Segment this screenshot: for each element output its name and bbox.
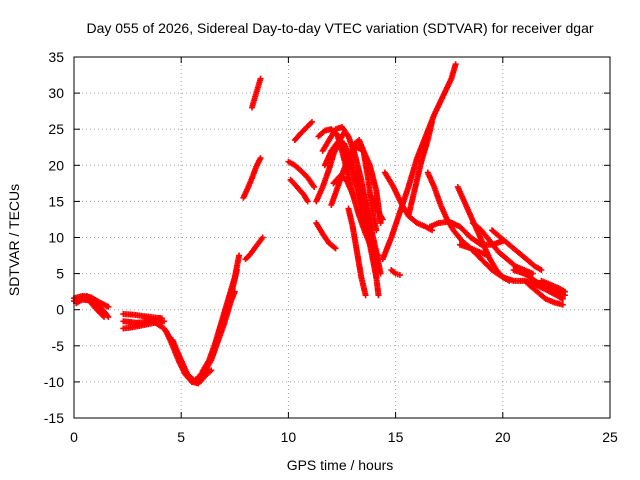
grid-layer: [74, 57, 610, 418]
y-tick-label: 10: [48, 230, 64, 246]
y-tick-label: 35: [48, 49, 64, 65]
series-arc-31: [388, 266, 403, 279]
data-point: [105, 303, 112, 310]
data-point: [429, 118, 436, 125]
series-arc-09: [169, 337, 210, 387]
series-arc-42: [525, 281, 566, 308]
y-tick-label: 30: [48, 85, 64, 101]
series-arc-34: [405, 118, 436, 219]
data-point: [257, 155, 264, 162]
y-tick-label: 15: [48, 193, 64, 209]
x-axis-label: GPS time / hours: [287, 457, 394, 473]
chart-title: Day 055 of 2026, Sidereal Day-to-day VTE…: [86, 20, 593, 36]
x-tick-label: 0: [70, 429, 78, 445]
series-arc-29: [354, 169, 384, 277]
data-point: [308, 118, 315, 125]
data-point: [396, 272, 403, 279]
series-arc-14: [242, 234, 266, 263]
x-tick-label: 15: [388, 429, 404, 445]
series-arc-30: [366, 191, 386, 223]
data-layer: [71, 61, 568, 387]
data-point: [349, 191, 356, 198]
series-arc-15: [248, 75, 264, 111]
y-tick-label: 20: [48, 157, 64, 173]
data-point: [208, 367, 215, 374]
series-arc-27: [345, 205, 369, 299]
data-point: [379, 216, 386, 223]
x-tick-label: 20: [495, 429, 511, 445]
data-point: [377, 270, 384, 277]
y-tick-label: -5: [52, 338, 65, 354]
series-arc-18: [287, 176, 311, 205]
series-arc-41: [510, 266, 568, 299]
series-arc-13: [240, 155, 264, 201]
series-arc-40: [456, 241, 566, 302]
series-arc-38: [469, 220, 536, 277]
data-point: [332, 245, 339, 252]
data-point: [259, 234, 266, 241]
series-arc-12: [199, 252, 243, 375]
data-point: [561, 288, 568, 295]
data-point: [538, 266, 545, 273]
data-point: [373, 227, 380, 234]
x-tick-label: 25: [602, 429, 618, 445]
data-point: [101, 313, 108, 320]
x-tick-label: 5: [177, 429, 185, 445]
x-tick-label: 10: [281, 429, 297, 445]
series-arc-03: [73, 296, 108, 320]
data-point: [377, 220, 384, 227]
data-point: [304, 198, 311, 205]
data-point: [311, 183, 318, 190]
tick-layer: 0 5 10 15 20 25 -15 -10 -5 0 5 10 15 20 25 30 35: [44, 49, 618, 445]
data-point: [452, 61, 459, 68]
series-arc-28: [334, 133, 356, 198]
data-point: [156, 317, 163, 324]
data-point: [529, 270, 536, 277]
series-arc-39: [489, 227, 545, 273]
y-tick-label: -10: [44, 374, 64, 390]
data-point: [257, 75, 264, 82]
data-point: [236, 252, 243, 259]
series-arc-20: [313, 220, 339, 252]
data-point: [375, 292, 382, 299]
y-axis-label: SDTVAR / TECUs: [6, 184, 22, 296]
y-tick-label: -15: [44, 410, 64, 426]
series-arc-16: [285, 158, 318, 190]
data-point: [559, 301, 566, 308]
y-tick-label: 0: [56, 302, 64, 318]
data-point: [362, 292, 369, 299]
series-arc-17: [291, 118, 315, 144]
y-tick-label: 25: [48, 121, 64, 137]
series-arc-43: [538, 277, 568, 295]
y-tick-label: 5: [56, 266, 64, 282]
